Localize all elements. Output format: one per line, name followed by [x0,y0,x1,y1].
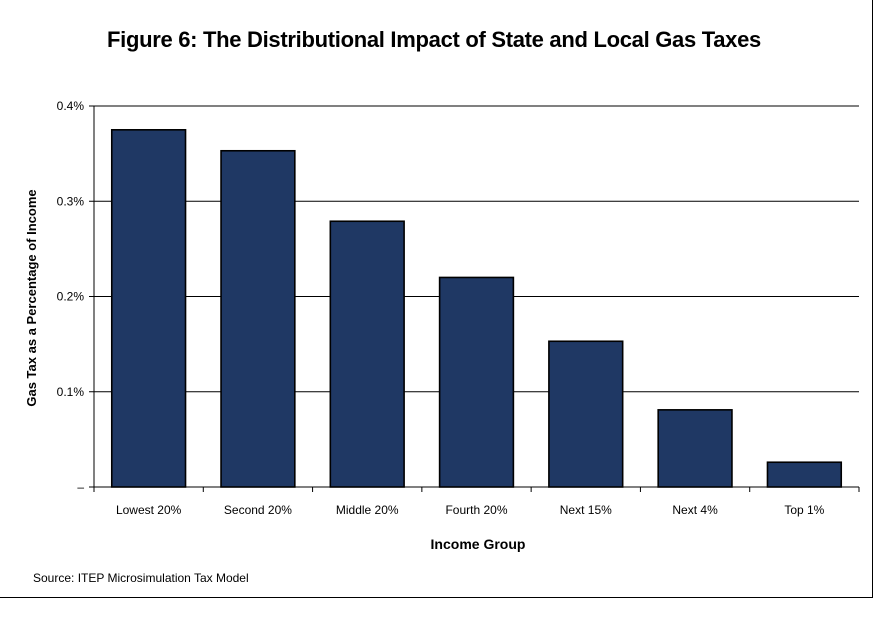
y-tick-label: 0.4% [57,99,85,113]
y-tick-label: – [77,480,84,494]
x-tick-label: Top 1% [784,503,824,517]
bar [110,129,187,488]
axes: – 0.1% 0.2% 0.3% 0.4% Lowest 20% Second 20% Mid… [57,99,860,517]
y-tick-label: 0.1% [57,385,85,399]
x-tick-label: Middle 20% [336,503,399,517]
x-tick-label: Next 15% [560,503,612,517]
bar [766,461,843,488]
bar [657,409,733,488]
bar [220,149,296,488]
x-axis-title: Income Group [431,536,526,552]
bars [110,129,843,488]
x-tick-label: Fourth 20% [445,503,507,517]
x-tick-label: Second 20% [224,503,292,517]
y-axis-title: Gas Tax as a Percentage of Income [24,189,39,406]
y-tick-label: 0.2% [57,290,85,304]
x-tick-label: Lowest 20% [116,503,182,517]
y-tick-label: 0.3% [57,194,85,208]
x-tick-label: Next 4% [672,503,718,517]
bar [548,340,624,488]
source-note: Source: ITEP Microsimulation Tax Model [33,571,249,585]
chart-title: Figure 6: The Distributional Impact of S… [107,27,761,52]
bar [329,220,405,488]
bar [438,276,515,488]
chart-frame [0,0,873,598]
